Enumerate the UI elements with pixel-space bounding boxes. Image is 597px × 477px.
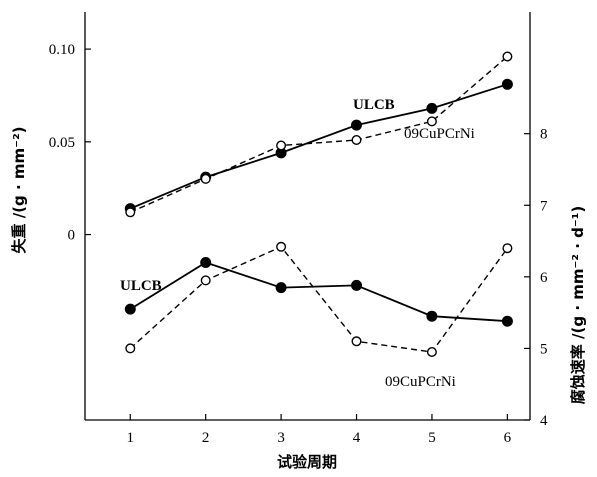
- axis-ticks: 1 2 3 4 5 6 0.10 0.05 0 4 5 6 7 8: [49, 42, 548, 446]
- data-point-ulcb-right: [501, 315, 513, 327]
- series-line-ulcb-left: [129, 83, 508, 210]
- left-tick-label: 0: [68, 228, 76, 244]
- x-tick-label: 5: [428, 430, 436, 446]
- series-line-ulcb-right: [129, 261, 508, 323]
- right-axis-title: 腐蚀速率 /(g · mm⁻² · d⁻¹): [569, 206, 587, 404]
- series-line-09cupcrni-left: [130, 55, 508, 213]
- x-tick-label: 6: [504, 430, 512, 446]
- data-point-ulcb-right: [124, 303, 136, 315]
- data-point-ulcb-right: [426, 310, 438, 322]
- data-point-ulcb-right: [351, 279, 362, 291]
- data-point-09cupcrni-left: [125, 207, 136, 218]
- right-tick-label: 5: [540, 341, 548, 357]
- x-tick-label: 2: [202, 430, 210, 446]
- x-tick-label: 3: [277, 430, 285, 446]
- data-point-ulcb-left: [351, 119, 362, 131]
- left-tick-label: 0.05: [49, 135, 75, 151]
- data-point-09cupcrni-right: [200, 275, 211, 286]
- data-point-ulcb-left: [426, 102, 438, 114]
- series-group: [124, 51, 513, 358]
- data-point-09cupcrni-right: [351, 336, 362, 347]
- annotation-ulcb-top: ULCB: [353, 97, 395, 113]
- data-point-09cupcrni-left: [276, 140, 287, 151]
- x-tick-label: 4: [353, 430, 361, 446]
- left-tick-label: 0.10: [49, 42, 75, 58]
- annotation-09cupcrni-top: 09CuPCrNi: [404, 126, 475, 142]
- series-line-09cupcrni-right: [129, 245, 508, 353]
- annotation-09cupcrni-bottom: 09CuPCrNi: [385, 374, 456, 390]
- x-tick-label: 1: [127, 430, 135, 446]
- data-point-09cupcrni-right: [502, 243, 513, 254]
- data-point-09cupcrni-left: [200, 173, 211, 184]
- x-axis-title: 试验周期: [277, 453, 337, 471]
- annotation-ulcb-bottom: ULCB: [120, 278, 162, 294]
- data-point-09cupcrni-left: [351, 134, 362, 145]
- right-tick-label: 6: [540, 270, 548, 286]
- data-point-ulcb-right: [275, 282, 287, 294]
- data-point-09cupcrni-left: [426, 116, 437, 127]
- data-point-ulcb-left: [501, 78, 513, 90]
- data-point-09cupcrni-right: [276, 241, 287, 252]
- right-tick-label: 4: [540, 413, 548, 429]
- data-point-09cupcrni-left: [502, 51, 513, 62]
- left-axis-title: 失重 /(g · mm⁻²): [10, 126, 28, 253]
- data-point-09cupcrni-right: [125, 343, 136, 354]
- right-tick-label: 8: [540, 127, 548, 143]
- right-tick-label: 7: [540, 198, 548, 214]
- data-point-09cupcrni-right: [426, 347, 437, 358]
- data-point-ulcb-right: [200, 257, 212, 268]
